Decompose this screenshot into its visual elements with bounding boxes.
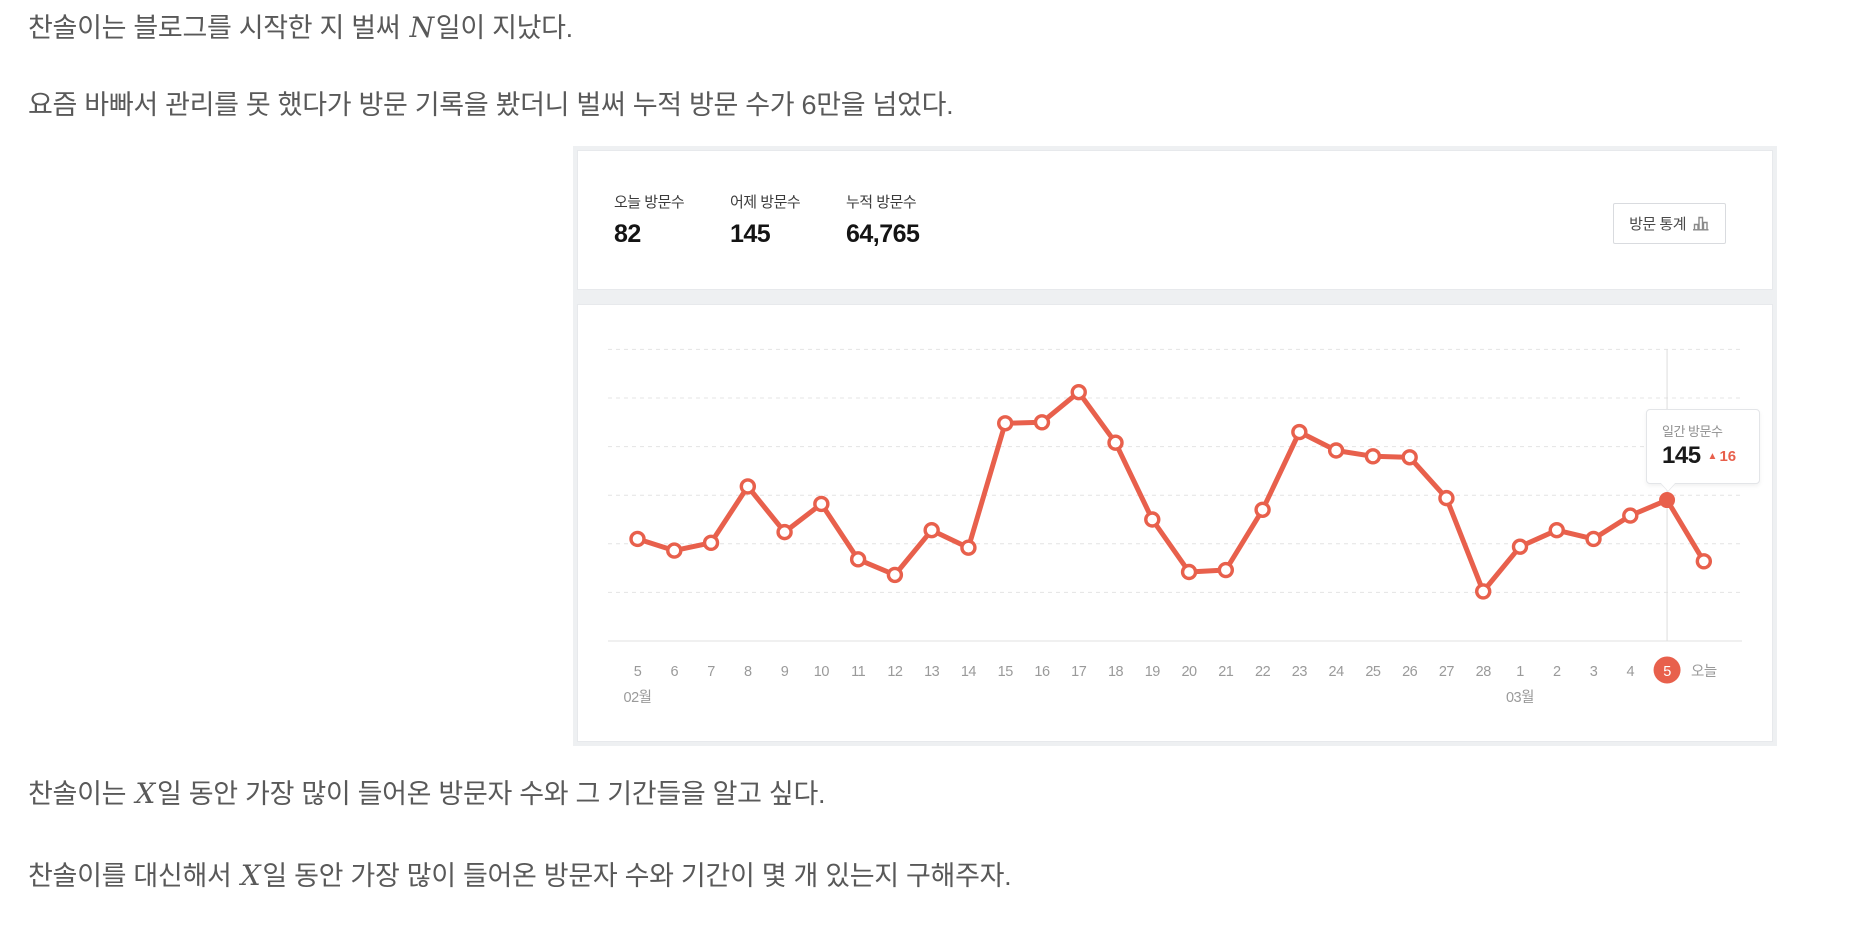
stat-yesterday-visits: 어제 방문수 145 xyxy=(730,191,806,249)
paragraph-3: 찬솔이는 X일 동안 가장 많이 들어온 방문자 수와 그 기간들을 알고 싶다… xyxy=(28,777,826,810)
stat-label: 누적 방문수 xyxy=(846,194,917,211)
svg-text:10: 10 xyxy=(814,664,830,680)
math-var-x: X xyxy=(135,777,156,810)
svg-text:8: 8 xyxy=(744,664,752,680)
svg-text:2: 2 xyxy=(1553,664,1561,680)
stat-label: 오늘 방문수 xyxy=(614,194,685,211)
svg-text:22: 22 xyxy=(1255,664,1271,680)
tooltip-delta: ▲ 16 xyxy=(1707,447,1737,465)
stat-value: 145 xyxy=(730,220,771,248)
stat-total-visits: 누적 방문수 64,765 xyxy=(846,191,922,249)
svg-text:20: 20 xyxy=(1181,664,1197,680)
svg-text:오늘: 오늘 xyxy=(1691,663,1717,680)
visit-stats-button-label: 방문 통계 xyxy=(1629,216,1686,233)
svg-text:21: 21 xyxy=(1218,664,1234,680)
svg-text:28: 28 xyxy=(1476,664,1492,680)
svg-text:12: 12 xyxy=(887,664,903,680)
tooltip-label: 일간 방문수 xyxy=(1662,424,1723,439)
visitor-stats-widget: 오늘 방문수 82 어제 방문수 145 누적 방문수 64,765 방문 통계 xyxy=(573,146,1777,746)
svg-text:6: 6 xyxy=(670,664,678,680)
svg-text:19: 19 xyxy=(1145,664,1161,680)
math-var-n: N xyxy=(409,11,435,44)
svg-text:18: 18 xyxy=(1108,664,1124,680)
svg-text:25: 25 xyxy=(1365,664,1381,680)
stats-summary-card: 오늘 방문수 82 어제 방문수 145 누적 방문수 64,765 방문 통계 xyxy=(577,150,1773,290)
paragraph-1: 찬솔이는 블로그를 시작한 지 벌써 N일이 지났다. xyxy=(28,6,573,45)
math-var-x2: X xyxy=(240,859,261,892)
svg-text:24: 24 xyxy=(1329,664,1345,680)
svg-text:7: 7 xyxy=(707,664,715,680)
daily-visits-chart-card: 5 6 7 8 9 10 11 12 13 14 15 16 17 18 19 20 21 22 23 24 25 26 2… xyxy=(577,304,1773,742)
daily-visits-tooltip: 일간 방문수 145 ▲ 16 xyxy=(1646,409,1760,492)
svg-text:5: 5 xyxy=(1663,664,1671,680)
daily-visits-line-chart[interactable]: 5 6 7 8 9 10 11 12 13 14 15 16 17 18 19 20 21 22 23 24 25 26 2… xyxy=(578,305,1772,741)
stat-today-visits: 오늘 방문수 82 xyxy=(614,191,690,249)
svg-text:02월: 02월 xyxy=(624,689,652,706)
svg-text:16: 16 xyxy=(1034,664,1050,680)
svg-text:9: 9 xyxy=(781,664,789,680)
svg-text:3: 3 xyxy=(1590,664,1598,680)
svg-text:5: 5 xyxy=(634,664,642,680)
up-triangle-icon: ▲ xyxy=(1707,450,1718,462)
paragraph-4: 찬솔이를 대신해서 X일 동안 가장 많이 들어온 방문자 수와 기간이 몇 개… xyxy=(28,859,1012,892)
stats-row: 오늘 방문수 82 어제 방문수 145 누적 방문수 64,765 xyxy=(614,191,962,249)
svg-text:26: 26 xyxy=(1402,664,1418,680)
svg-text:23: 23 xyxy=(1292,664,1308,680)
svg-text:27: 27 xyxy=(1439,664,1455,680)
stat-value: 82 xyxy=(614,220,641,248)
visit-stats-button[interactable]: 방문 통계 xyxy=(1613,203,1726,244)
stat-label: 어제 방문수 xyxy=(730,194,801,211)
svg-text:13: 13 xyxy=(924,664,940,680)
paragraph-2: 요즘 바빠서 관리를 못 했다가 방문 기록을 봤더니 벌써 누적 방문 수가 … xyxy=(28,90,954,120)
tooltip-value: 145 xyxy=(1662,442,1701,469)
svg-text:03월: 03월 xyxy=(1506,689,1534,706)
svg-text:1: 1 xyxy=(1516,664,1524,680)
paragraph-1-text-after: 일이 지났다. xyxy=(435,13,573,43)
svg-text:14: 14 xyxy=(961,664,977,680)
stat-value: 64,765 xyxy=(846,220,920,248)
svg-text:4: 4 xyxy=(1627,664,1635,680)
svg-text:17: 17 xyxy=(1071,664,1087,680)
svg-text:15: 15 xyxy=(998,664,1014,680)
bar-chart-icon xyxy=(1693,216,1709,231)
paragraph-1-text: 찬솔이는 블로그를 시작한 지 벌써 xyxy=(28,13,408,43)
svg-text:11: 11 xyxy=(851,664,865,680)
